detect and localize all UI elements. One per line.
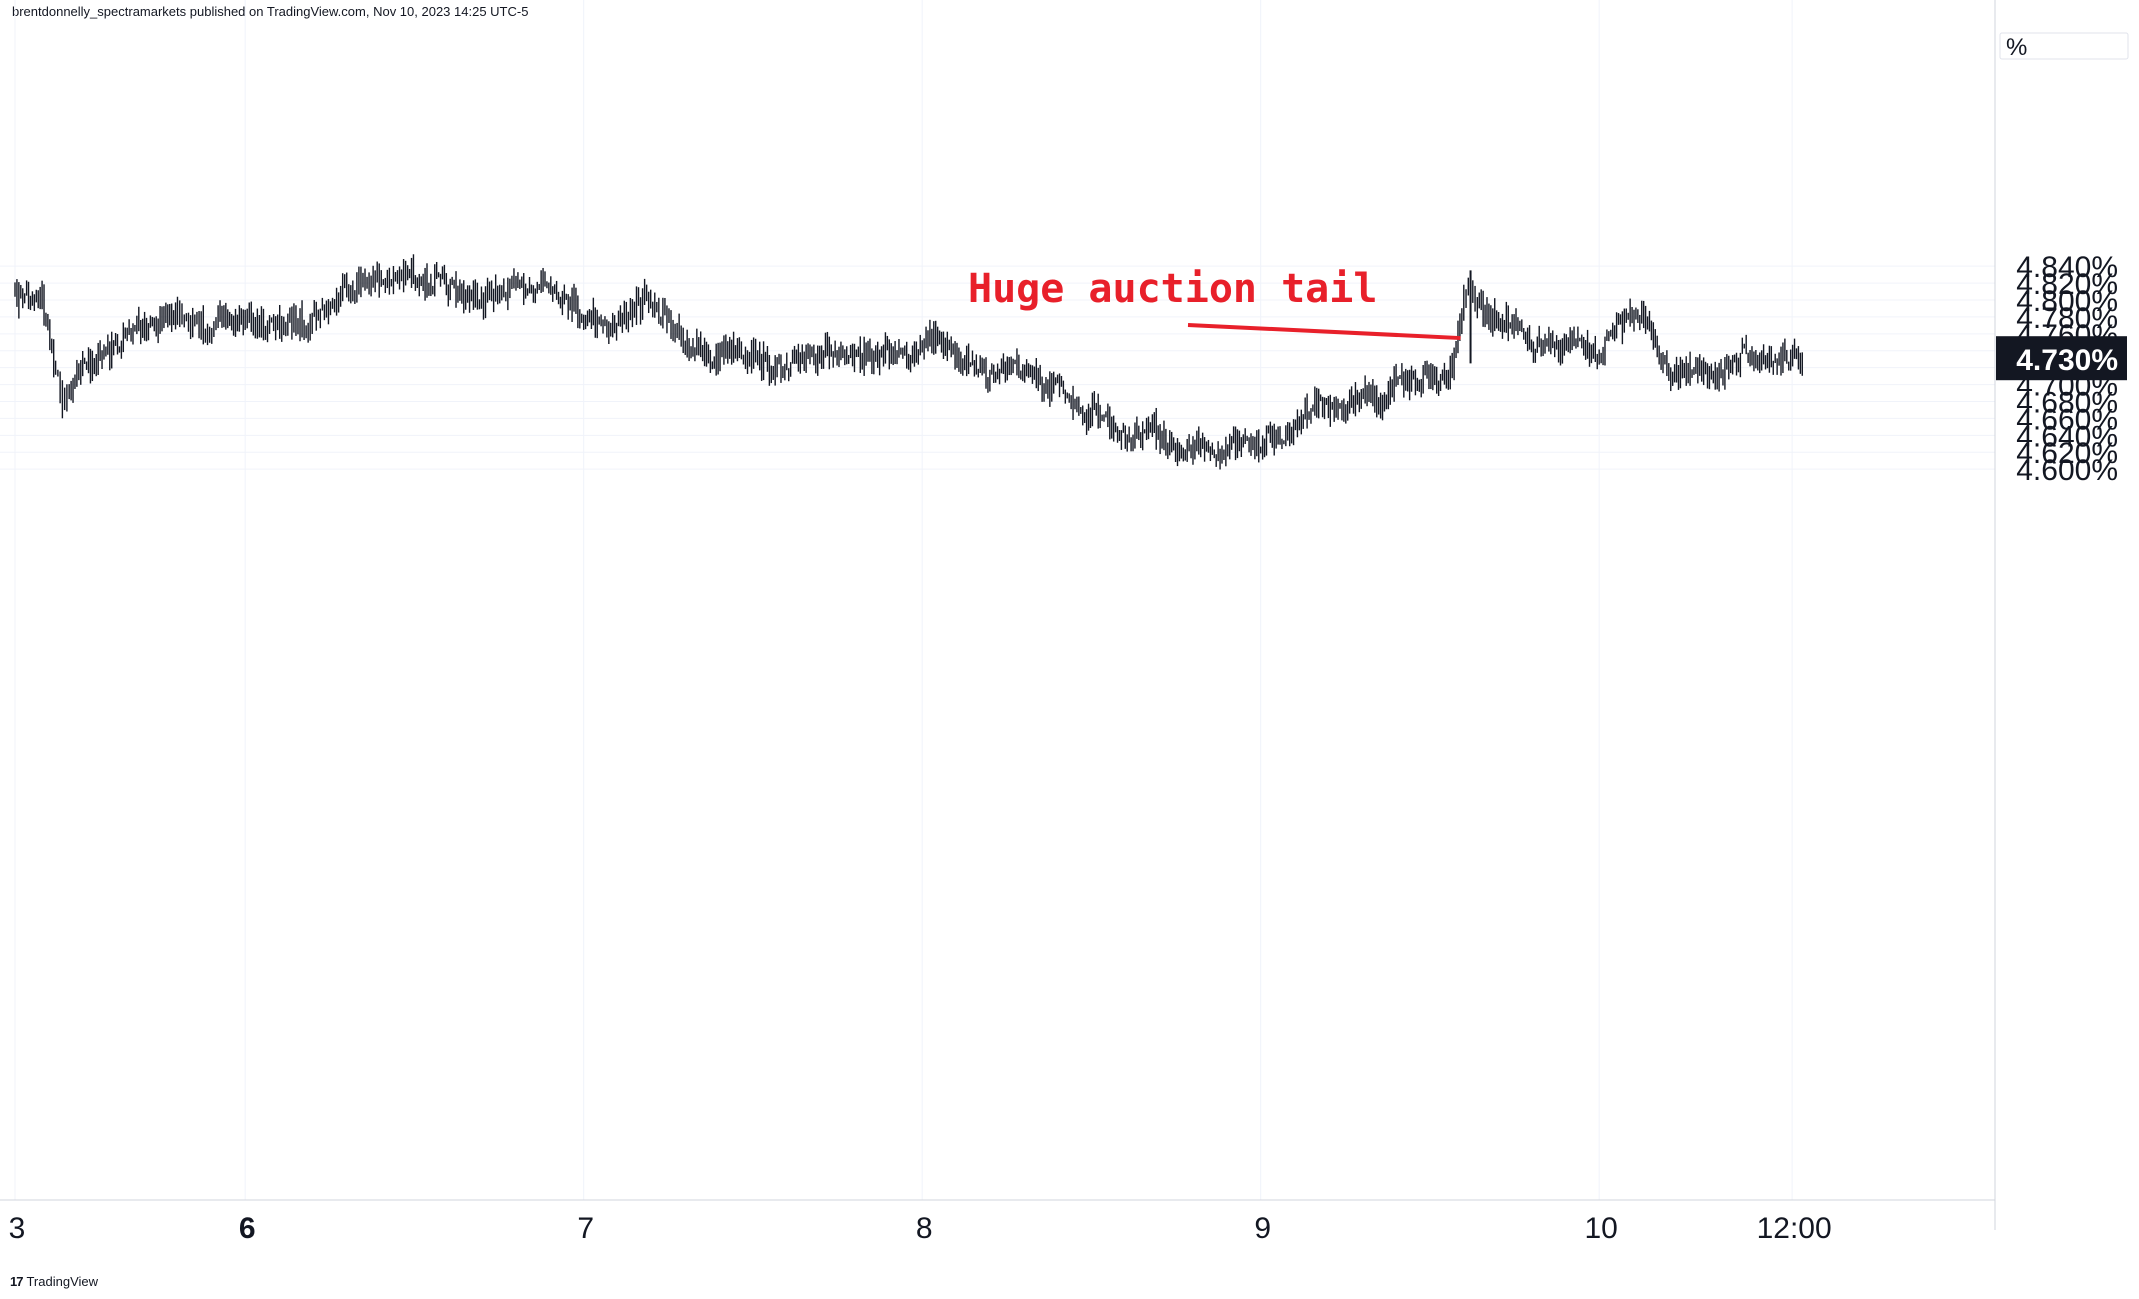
time-axis: 3 6 7 8 9 10 12:00 — [9, 1212, 1832, 1245]
x-tick-label: 7 — [577, 1212, 594, 1245]
last-price-box — [1996, 336, 2127, 381]
y-tick-label: 4.840% — [2016, 251, 2118, 284]
y-tick-label: 4.820% — [2016, 268, 2118, 301]
y-tick-label: 4.660% — [2016, 403, 2118, 436]
y-tick-label: 4.620% — [2016, 437, 2118, 470]
y-tick-label: 4.800% — [2016, 285, 2118, 318]
tradingview-brand: TradingView — [26, 1274, 99, 1289]
annotation-text: Huge auction tail — [968, 266, 1377, 312]
tradingview-logo-icon: 17 — [10, 1274, 24, 1289]
x-tick-label: 9 — [1254, 1212, 1271, 1245]
last-price-marker: 4.730% — [1996, 336, 2127, 381]
publish-attribution: brentdonnelly_spectramarkets published o… — [12, 4, 529, 19]
unit-box[interactable] — [1999, 32, 2129, 60]
last-price-label: 4.730% — [2016, 344, 2118, 377]
x-tick-label: 12:00 — [1757, 1212, 1832, 1245]
annotation-group: Huge auction tail — [968, 266, 1461, 341]
x-tick-label: 3 — [9, 1212, 26, 1245]
axis-unit-label: % — [2006, 34, 2027, 61]
x-tick-label: 6 — [239, 1212, 256, 1245]
y-tick-label: 4.780% — [2016, 302, 2118, 335]
price-bars — [14, 254, 1803, 470]
tradingview-footer[interactable]: 17 TradingView — [10, 1274, 98, 1289]
y-tick-label: 4.600% — [2016, 454, 2118, 487]
grid-lines — [0, 0, 1995, 1200]
y-tick-label: 4.640% — [2016, 420, 2118, 453]
y-tick-label: 4.680% — [2016, 386, 2118, 419]
x-tick-label: 8 — [916, 1212, 933, 1245]
x-tick-label: 10 — [1584, 1212, 1617, 1245]
annotation-arrow — [1187, 323, 1461, 341]
